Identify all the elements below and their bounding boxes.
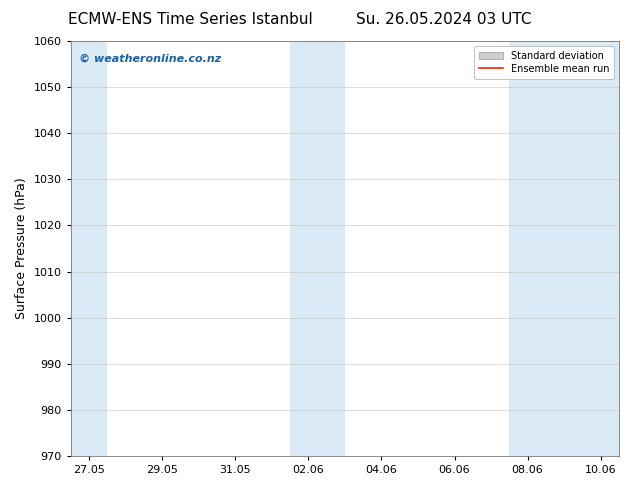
Text: © weatheronline.co.nz: © weatheronline.co.nz [79, 53, 221, 64]
Legend: Standard deviation, Ensemble mean run: Standard deviation, Ensemble mean run [474, 46, 614, 78]
Bar [71, 41, 107, 456]
Y-axis label: Surface Pressure (hPa): Surface Pressure (hPa) [15, 178, 28, 319]
Bar [290, 41, 345, 456]
Text: ECMW-ENS Time Series Istanbul: ECMW-ENS Time Series Istanbul [68, 12, 313, 27]
Text: Su. 26.05.2024 03 UTC: Su. 26.05.2024 03 UTC [356, 12, 531, 27]
Bar [509, 41, 619, 456]
